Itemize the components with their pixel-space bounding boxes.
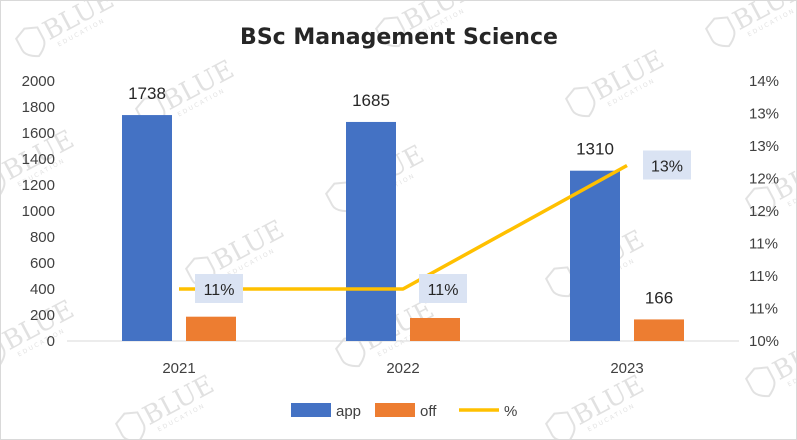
bar-app (122, 115, 172, 341)
bar-value-label: 1685 (352, 91, 390, 110)
left-tick-label: 1000 (22, 203, 55, 220)
legend-label: off (420, 403, 437, 420)
legend: app off% (291, 403, 517, 420)
percent-line-layer: 11% 11% 13% (179, 150, 691, 303)
right-tick-label: 11% (749, 301, 778, 318)
shield-icon (744, 366, 776, 398)
right-tick-label: 11% (749, 236, 778, 253)
bar-value-label: 166 (645, 288, 673, 307)
shield-icon (1, 336, 6, 368)
bar-value-label: 1738 (128, 84, 166, 103)
chart-title: BSc Management Science (240, 25, 558, 50)
category-label: 2023 (610, 360, 643, 377)
left-tick-label: 1400 (22, 151, 55, 168)
percent-label-box (643, 150, 691, 180)
legend-swatch-app (291, 403, 331, 417)
right-tick-label: 11% (749, 268, 778, 285)
right-tick-label: 13% (749, 106, 779, 123)
shield-icon (544, 411, 576, 439)
bar-value-label: 1310 (576, 140, 614, 159)
shield-icon (14, 26, 46, 58)
left-tick-label: 1200 (22, 177, 55, 194)
bar-off (410, 317, 460, 341)
left-tick-label: 1800 (22, 99, 55, 116)
bars: 173818716851771310166 (122, 84, 684, 341)
percent-label: 11% (204, 282, 235, 299)
percent-line (179, 163, 628, 291)
category-label: 2021 (162, 360, 195, 377)
left-tick-label: 600 (30, 255, 55, 272)
legend-label: % (504, 403, 517, 420)
category-label: 2022 (386, 360, 419, 377)
bar-off (186, 316, 236, 341)
shield-icon (704, 16, 736, 48)
shield-icon (334, 336, 366, 368)
right-tick-label: 12% (749, 171, 779, 188)
shield-icon (564, 86, 596, 118)
percent-label-box (419, 274, 467, 303)
bar-app (570, 170, 620, 341)
shield-icon (1, 166, 6, 198)
left-axis: 0 200 400 600 800 1000 1200 1400 1600 1800 2000 (22, 73, 55, 350)
category-labels: 2021 2022 2023 (162, 360, 643, 377)
legend-label: app (336, 403, 361, 420)
percent-label-box (195, 274, 243, 303)
percent-label: 11% (428, 282, 459, 299)
legend-swatch-off (375, 403, 415, 417)
left-tick-label: 400 (30, 281, 55, 298)
watermark-text: BLUE (38, 1, 119, 47)
left-tick-label: 0 (47, 333, 55, 350)
left-tick-label: 200 (30, 307, 55, 324)
shield-icon (744, 186, 776, 218)
left-tick-label: 1600 (22, 125, 55, 142)
right-axis: 10% 11% 11% 11% 12% 12% 13% 13% 14% (749, 73, 779, 350)
right-tick-label: 10% (749, 333, 779, 350)
shield-icon (114, 411, 146, 439)
shield-icon (374, 16, 406, 48)
right-tick-label: 12% (749, 203, 779, 220)
left-tick-label: 800 (30, 229, 55, 246)
left-tick-label: 2000 (22, 73, 55, 90)
right-tick-label: 14% (749, 73, 779, 90)
right-tick-label: 13% (749, 138, 779, 155)
bar-off (634, 319, 684, 341)
bar-app (346, 121, 396, 341)
percent-label: 13% (651, 159, 683, 176)
